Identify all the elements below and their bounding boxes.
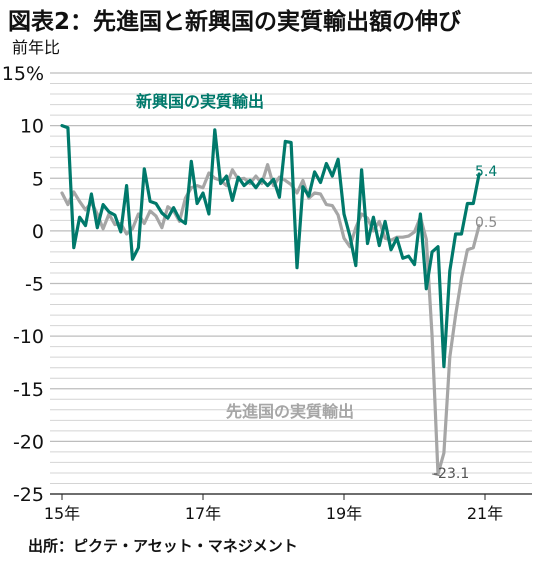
y-tick-label: 0 xyxy=(32,221,44,243)
x-tick-label: 15年 xyxy=(44,504,80,523)
chart-title: 図表2：先進国と新興国の実質輸出額の伸び xyxy=(8,9,462,35)
x-tick-label: 17年 xyxy=(185,504,221,523)
x-axis-ticks: 15年 17年 19年 21年 xyxy=(44,494,503,523)
series-line-emerging xyxy=(60,123,481,369)
y-tick-label: -15 xyxy=(13,379,44,401)
series-lines xyxy=(60,123,481,477)
min-value-callout: -23.1 xyxy=(433,466,469,482)
series-label-emerging: 新興国の実質輸出 xyxy=(136,92,264,111)
y-tick-label: -20 xyxy=(13,431,44,453)
y-axis-ticks: 15% 10 5 0 -5 -10 -15 -20 -25 xyxy=(2,63,44,506)
min-callout-leader xyxy=(431,473,442,477)
y-tick-label: 5 xyxy=(32,168,44,190)
y-tick-label: 15% xyxy=(2,63,44,85)
major-gridlines xyxy=(50,72,532,495)
y-tick-label: -10 xyxy=(13,326,44,348)
x-tick-label: 21年 xyxy=(467,504,503,523)
y-tick-label: 10 xyxy=(20,116,44,138)
x-tick-label: 19年 xyxy=(326,504,362,523)
end-value-label-emerging: 5.4 xyxy=(475,164,497,180)
y-unit-label: 前年比 xyxy=(12,38,61,57)
end-value-label-advanced: 0.5 xyxy=(475,215,497,231)
y-tick-label: -25 xyxy=(13,484,44,506)
y-tick-label: -5 xyxy=(25,274,44,296)
source-note: 出所：ピクテ・アセット・マネジメント xyxy=(28,537,298,555)
series-label-advanced: 先進国の実質輸出 xyxy=(226,402,354,421)
